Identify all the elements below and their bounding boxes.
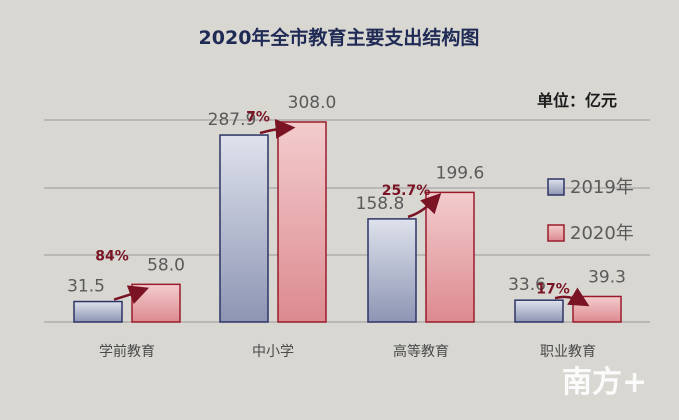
category-label: 学前教育 [99, 343, 155, 360]
value-label-2019: 31.5 [67, 277, 105, 297]
growth-label: 84% [95, 249, 129, 265]
growth-label: 25.7% [382, 183, 431, 199]
growth-label: 17% [536, 281, 570, 297]
value-label-2020: 39.3 [588, 267, 626, 287]
category-label: 中小学 [252, 344, 294, 360]
bar-2019 [219, 134, 269, 323]
watermark-logo: 南方+ [562, 365, 647, 400]
growth-label: 7% [246, 109, 270, 125]
bar-2020 [425, 191, 475, 323]
growth-arrow [113, 285, 150, 305]
legend-label: 2019年 [570, 177, 634, 198]
value-label-2020: 199.6 [436, 163, 485, 183]
category-label: 高等教育 [393, 343, 449, 360]
growth-arrow [554, 287, 590, 307]
growth-arrow [407, 192, 442, 219]
bar-2019 [514, 299, 564, 323]
bar-2020 [131, 283, 181, 323]
value-label-2019: 158.8 [356, 194, 405, 214]
value-label-2020: 58.0 [147, 255, 185, 275]
bar-2019 [73, 300, 123, 323]
legend-label: 2020年 [570, 223, 634, 244]
value-label-2020: 308.0 [288, 93, 337, 113]
legend: 2019年 2020年 [547, 177, 634, 244]
labels-group: 31.5 58.0 84% 学前教育 287.9 308.0 7% 中小学 158.8 199.6… [67, 93, 626, 360]
category-label: 职业教育 [540, 344, 596, 360]
legend-swatch [547, 178, 565, 196]
value-label-2019: 287.9 [208, 110, 257, 130]
bar-2019 [367, 218, 417, 323]
unit-label: 单位：亿元 [537, 91, 617, 110]
legend-swatch [547, 224, 565, 242]
growth-arrow [259, 118, 296, 139]
value-label-2019: 33.6 [508, 275, 546, 295]
chart-title: 2020年全市教育主要支出结构图 [199, 26, 480, 49]
bar-2020 [277, 121, 327, 323]
